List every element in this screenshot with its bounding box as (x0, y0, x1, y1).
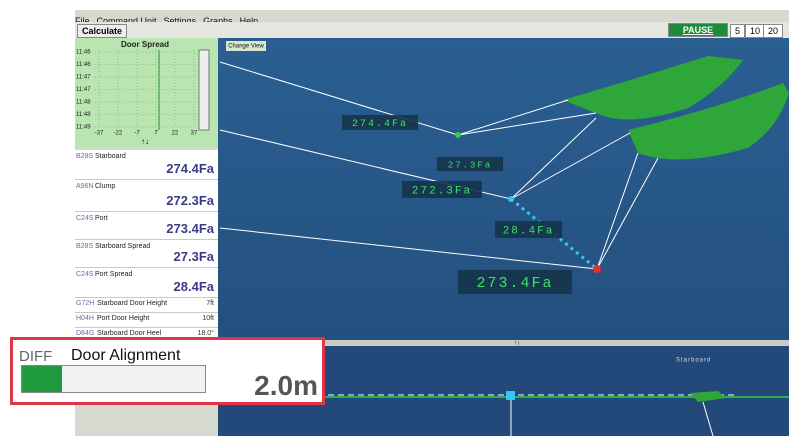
detail-value: 10ft (202, 315, 214, 322)
menu-item[interactable]: Help (239, 16, 259, 26)
pause-button[interactable]: PAUSE (668, 23, 728, 37)
x-label: 22 (172, 131, 179, 137)
detail-code: G72H (76, 300, 95, 307)
reading-box (458, 270, 572, 294)
sensor-name: Starboard (95, 153, 126, 160)
resize-arrows[interactable]: ↑↓ (141, 137, 149, 146)
door-marker (690, 391, 726, 402)
splitter[interactable] (218, 340, 789, 346)
clump-marker (506, 391, 515, 400)
line (702, 401, 714, 436)
sensor-row: C24S Port Spread 28.4Fa (75, 268, 218, 298)
menu-item[interactable]: Settings (163, 16, 197, 26)
door-link (510, 197, 598, 271)
change-view-button[interactable]: Change View (228, 44, 264, 50)
y-label: 11:48 (76, 112, 91, 118)
sensor-value: 274.4Fa (166, 161, 214, 176)
net (628, 83, 789, 160)
alert-title: Door Alignment (71, 347, 181, 364)
sensor-name: Clump (95, 183, 116, 190)
sensor-name: Starboard Spread (95, 243, 151, 250)
y-label: 11:46 (76, 62, 91, 68)
detail-value: 7ft (206, 300, 214, 307)
x-label: 37 (191, 131, 198, 137)
reading-box (437, 157, 503, 171)
x-label: -37 (95, 131, 104, 137)
menu-item[interactable]: File (75, 16, 90, 26)
clump-marker (508, 196, 514, 202)
sensor-code: C24S (76, 215, 94, 222)
alignment-bar (21, 365, 206, 393)
detail-code: H04H (76, 315, 94, 322)
sensor-value: 272.3Fa (166, 193, 214, 208)
reading-label: 274.4Fa (352, 119, 408, 130)
speed-button[interactable]: 20 (763, 24, 784, 38)
detail-name: Starboard Door Heel (97, 330, 162, 337)
sensor-value: 28.4Fa (173, 279, 214, 294)
detail-code: D84G (76, 330, 95, 337)
alert-value: 2.0m (254, 370, 318, 401)
reading-label: 27.3Fa (448, 160, 492, 170)
y-label: 11:47 (76, 87, 91, 93)
detail-row: H04H Port Door Height 10ft (75, 313, 218, 328)
sensor-code: C24S (76, 271, 94, 278)
sensor-list: B28S Starboard 274.4Fa A96N Clump 272.3Fa C24S… (75, 150, 218, 343)
detail-row: G72H Starboard Door Height 7ft (75, 298, 218, 313)
toolbar: Calculate PAUSE 5 10 20 (75, 22, 789, 38)
sensor-code: B28S (76, 153, 94, 160)
sensor-row: C24S Port 273.4Fa (75, 212, 218, 240)
y-label: 11:49 (76, 125, 91, 131)
menu-item[interactable]: Command Unit (96, 16, 157, 26)
x-label: -7 (134, 131, 140, 137)
detail-value: 18.0° (197, 330, 214, 337)
detail-name: Port Door Height (97, 315, 150, 322)
alert-panel: DIFF Door Alignment 2.0m (10, 337, 325, 405)
scrollbar[interactable] (198, 49, 210, 131)
reading-box (342, 115, 418, 130)
sensor-name: Port (95, 215, 108, 222)
x-label: 7 (154, 131, 158, 137)
menu-bar: File Command Unit Settings Graphs Help (75, 11, 265, 29)
reading-label: 28.4Fa (503, 225, 555, 237)
reading-label: 272.3Fa (412, 185, 472, 197)
detail-name: Starboard Door Height (97, 300, 168, 307)
net (563, 56, 743, 120)
door-marker (593, 265, 601, 273)
trawl-view: Change View 274.4Fa 27.3Fa 272.3Fa 28.4Fa 27… (218, 38, 789, 340)
y-label: 11:47 (76, 75, 91, 81)
reading-label: 273.4Fa (476, 275, 553, 292)
change-view-bg[interactable] (226, 41, 266, 51)
reading-box (402, 181, 482, 198)
speed-button[interactable]: 10 (745, 24, 766, 38)
menu-item[interactable]: Graphs (203, 16, 233, 26)
sensor-row: B28S Starboard 274.4Fa (75, 150, 218, 180)
sensor-name: Port Spread (95, 271, 133, 278)
sensor-row: B28S Starboard Spread 27.3Fa (75, 240, 218, 268)
split-arrows[interactable]: ↑↓ (514, 341, 520, 347)
x-label: -22 (114, 131, 123, 137)
y-label: 11:48 (76, 100, 91, 106)
speed-button[interactable]: 5 (730, 24, 746, 38)
sensor-code: A96N (76, 183, 94, 190)
door-marker (455, 132, 461, 138)
reading-box (495, 221, 562, 238)
graph-title: Door Spread (121, 40, 169, 49)
lower-label: Starboard (676, 358, 711, 364)
mini-graph: Door Spread ↑↓ 11:46 11:46 11:47 11:47 11:48… (75, 38, 218, 148)
sensor-row: A96N Clump 272.3Fa (75, 180, 218, 212)
sensor-value: 27.3Fa (173, 249, 214, 264)
warps (219, 61, 659, 270)
sensor-code: B28S (76, 243, 94, 250)
alert-tag: DIFF (19, 348, 53, 365)
alignment-fill (22, 366, 62, 392)
y-label: 11:46 (76, 50, 91, 56)
sensor-value: 273.4Fa (166, 221, 214, 236)
calculate-button[interactable]: Calculate (77, 24, 128, 38)
